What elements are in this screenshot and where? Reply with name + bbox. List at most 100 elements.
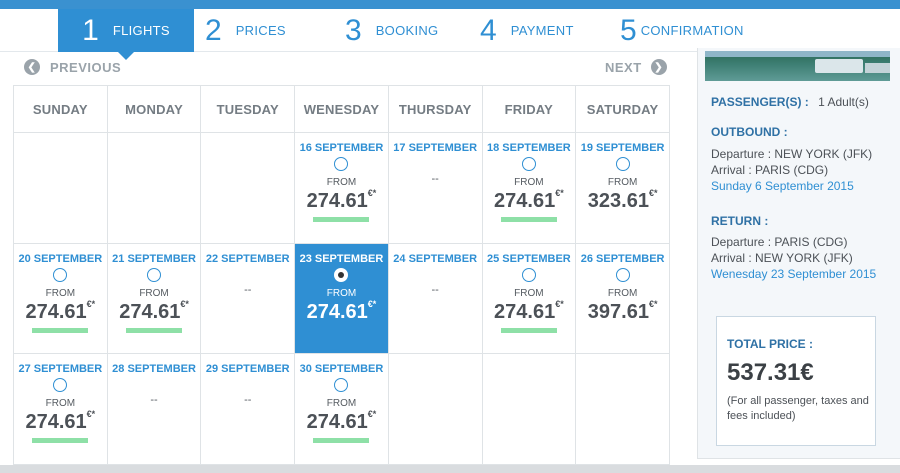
fare-radio[interactable] bbox=[53, 267, 68, 282]
day-cell[interactable]: 27 SEPTEMBER FROM 274.61€* bbox=[13, 353, 108, 465]
step-confirmation[interactable]: 5 CONFIRMATION bbox=[620, 9, 744, 52]
empty-day-cell bbox=[575, 353, 670, 465]
fare-radio[interactable] bbox=[521, 157, 536, 171]
total-price-box: TOTAL PRICE : 537.31€ (For all passenger… bbox=[716, 316, 876, 446]
calendar-week-row: 20 SEPTEMBER FROM 274.61€* 21 SEPTEMBER FROM… bbox=[13, 242, 670, 355]
day-cell[interactable]: 23 SEPTEMBER FROM 274.61€* bbox=[294, 242, 389, 355]
fare-radio[interactable] bbox=[53, 378, 68, 393]
step-label: BOOKING bbox=[375, 23, 439, 38]
day-cell[interactable]: 26 SEPTEMBER FROM 397.61€* bbox=[575, 242, 670, 355]
lowest-price-bar bbox=[313, 217, 370, 222]
outbound-heading: OUTBOUND : bbox=[711, 125, 788, 139]
weekday-header: FRIDAY bbox=[481, 85, 577, 133]
day-date: 16 SEPTEMBER bbox=[299, 142, 384, 154]
total-price-label: TOTAL PRICE : bbox=[727, 337, 814, 351]
currency-mark: €* bbox=[86, 298, 96, 309]
step-flights[interactable]: 1 FLIGHTS bbox=[58, 9, 194, 60]
from-label: FROM bbox=[607, 287, 638, 299]
day-date: 17 SEPTEMBER bbox=[393, 142, 478, 154]
calendar-body: 16 SEPTEMBER FROM 274.61€* 17 SEPTEMBER -- 18… bbox=[13, 132, 670, 465]
fare-price: 274.61€* bbox=[119, 298, 189, 323]
next-label: NEXT bbox=[605, 59, 642, 75]
fare-radio[interactable] bbox=[334, 157, 349, 171]
weekday-header-row: SUNDAY MONDAY TUESDAY WENESDAY THURSDAY FRIDA… bbox=[13, 85, 670, 133]
step-number: 1 bbox=[82, 13, 99, 47]
day-date: 26 SEPTEMBER bbox=[580, 252, 665, 265]
fare-price: 274.61€* bbox=[494, 188, 564, 212]
total-price-note: (For all passenger, taxes and fees inclu… bbox=[727, 395, 869, 422]
day-date: 25 SEPTEMBER bbox=[486, 252, 571, 265]
fare-price: 274.61€* bbox=[494, 298, 564, 323]
fare-radio[interactable] bbox=[615, 157, 630, 171]
total-price-value: 537.31€ bbox=[727, 359, 814, 386]
fare-radio[interactable] bbox=[334, 378, 349, 393]
weekday-header: THURSDAY bbox=[387, 85, 483, 133]
no-fare-dash: -- bbox=[244, 283, 252, 296]
lowest-price-bar bbox=[313, 438, 370, 444]
empty-day-cell bbox=[200, 132, 296, 244]
weekday-header: MONDAY bbox=[106, 85, 202, 133]
day-cell[interactable]: 20 SEPTEMBER FROM 274.61€* bbox=[13, 242, 108, 355]
from-label: FROM bbox=[139, 287, 169, 299]
step-prices[interactable]: 2 PRICES bbox=[205, 9, 286, 52]
day-cell[interactable]: 21 SEPTEMBER FROM 274.61€* bbox=[106, 242, 202, 355]
next-button[interactable]: NEXT ❯ bbox=[605, 59, 667, 75]
currency-mark: €* bbox=[367, 298, 377, 309]
day-date: 20 SEPTEMBER bbox=[18, 252, 103, 265]
passengers-value: 1 Adult(s) bbox=[818, 95, 869, 109]
currency-mark: €* bbox=[367, 188, 377, 198]
fare-price: 274.61€* bbox=[306, 188, 377, 212]
weekday-header: TUESDAY bbox=[200, 85, 296, 133]
step-label: FLIGHTS bbox=[112, 23, 170, 38]
currency-mark: €* bbox=[648, 298, 658, 309]
from-label: FROM bbox=[326, 177, 357, 188]
day-cell[interactable]: 30 SEPTEMBER FROM 274.61€* bbox=[294, 353, 389, 465]
day-date: 30 SEPTEMBER bbox=[299, 363, 384, 376]
outbound-date: Sunday 6 September 2015 bbox=[711, 179, 854, 193]
fare-radio[interactable] bbox=[521, 267, 536, 282]
boat-image bbox=[815, 59, 863, 73]
from-label: FROM bbox=[514, 287, 544, 299]
currency-mark: €* bbox=[367, 409, 377, 420]
calendar-week-row: 27 SEPTEMBER FROM 274.61€* 28 SEPTEMBER -- 29… bbox=[13, 353, 670, 465]
fare-radio[interactable] bbox=[615, 267, 630, 282]
day-cell: 29 SEPTEMBER -- bbox=[200, 353, 296, 465]
return-arrival: Arrival : NEW YORK (JFK) bbox=[711, 251, 853, 265]
step-number: 5 bbox=[620, 13, 637, 47]
currency-mark: €* bbox=[555, 188, 564, 198]
outbound-arrival: Arrival : PARIS (CDG) bbox=[711, 163, 829, 177]
fare-price: 274.61€* bbox=[25, 409, 96, 434]
day-date: 18 SEPTEMBER bbox=[486, 142, 571, 154]
day-cell[interactable]: 18 SEPTEMBER FROM 274.61€* bbox=[481, 132, 577, 244]
fare-radio[interactable] bbox=[147, 267, 162, 282]
fare-price: 323.61€* bbox=[587, 188, 658, 212]
weekday-header: WENESDAY bbox=[294, 85, 389, 133]
lowest-price-bar bbox=[32, 327, 89, 333]
day-cell: 28 SEPTEMBER -- bbox=[106, 353, 202, 465]
day-date: 22 SEPTEMBER bbox=[205, 252, 290, 265]
day-cell[interactable]: 25 SEPTEMBER FROM 274.61€* bbox=[481, 242, 577, 355]
day-cell: 24 SEPTEMBER -- bbox=[387, 242, 483, 355]
no-fare-dash: -- bbox=[431, 283, 439, 296]
fare-price: 397.61€* bbox=[587, 298, 658, 323]
from-label: FROM bbox=[326, 398, 357, 410]
fare-radio[interactable] bbox=[334, 267, 349, 282]
empty-day-cell bbox=[387, 353, 483, 465]
currency-mark: €* bbox=[648, 188, 658, 198]
day-date: 19 SEPTEMBER bbox=[580, 142, 665, 154]
day-cell[interactable]: 19 SEPTEMBER FROM 323.61€* bbox=[575, 132, 670, 244]
day-date: 29 SEPTEMBER bbox=[205, 363, 290, 376]
calendar-week-row: 16 SEPTEMBER FROM 274.61€* 17 SEPTEMBER -- 18… bbox=[13, 132, 670, 244]
lowest-price-bar bbox=[500, 327, 557, 333]
lowest-price-bar bbox=[500, 217, 557, 222]
day-date: 27 SEPTEMBER bbox=[18, 363, 103, 376]
previous-button[interactable]: ❮ PREVIOUS bbox=[24, 59, 121, 75]
return-departure: Departure : PARIS (CDG) bbox=[711, 235, 848, 249]
no-fare-dash: -- bbox=[150, 394, 158, 407]
fare-price: 274.61€* bbox=[306, 409, 377, 434]
step-payment[interactable]: 4 PAYMENT bbox=[480, 9, 574, 52]
from-label: FROM bbox=[326, 287, 357, 299]
calendar-grid: SUNDAY MONDAY TUESDAY WENESDAY THURSDAY FRIDA… bbox=[13, 85, 670, 465]
day-cell[interactable]: 16 SEPTEMBER FROM 274.61€* bbox=[294, 132, 389, 244]
step-booking[interactable]: 3 BOOKING bbox=[345, 9, 438, 52]
